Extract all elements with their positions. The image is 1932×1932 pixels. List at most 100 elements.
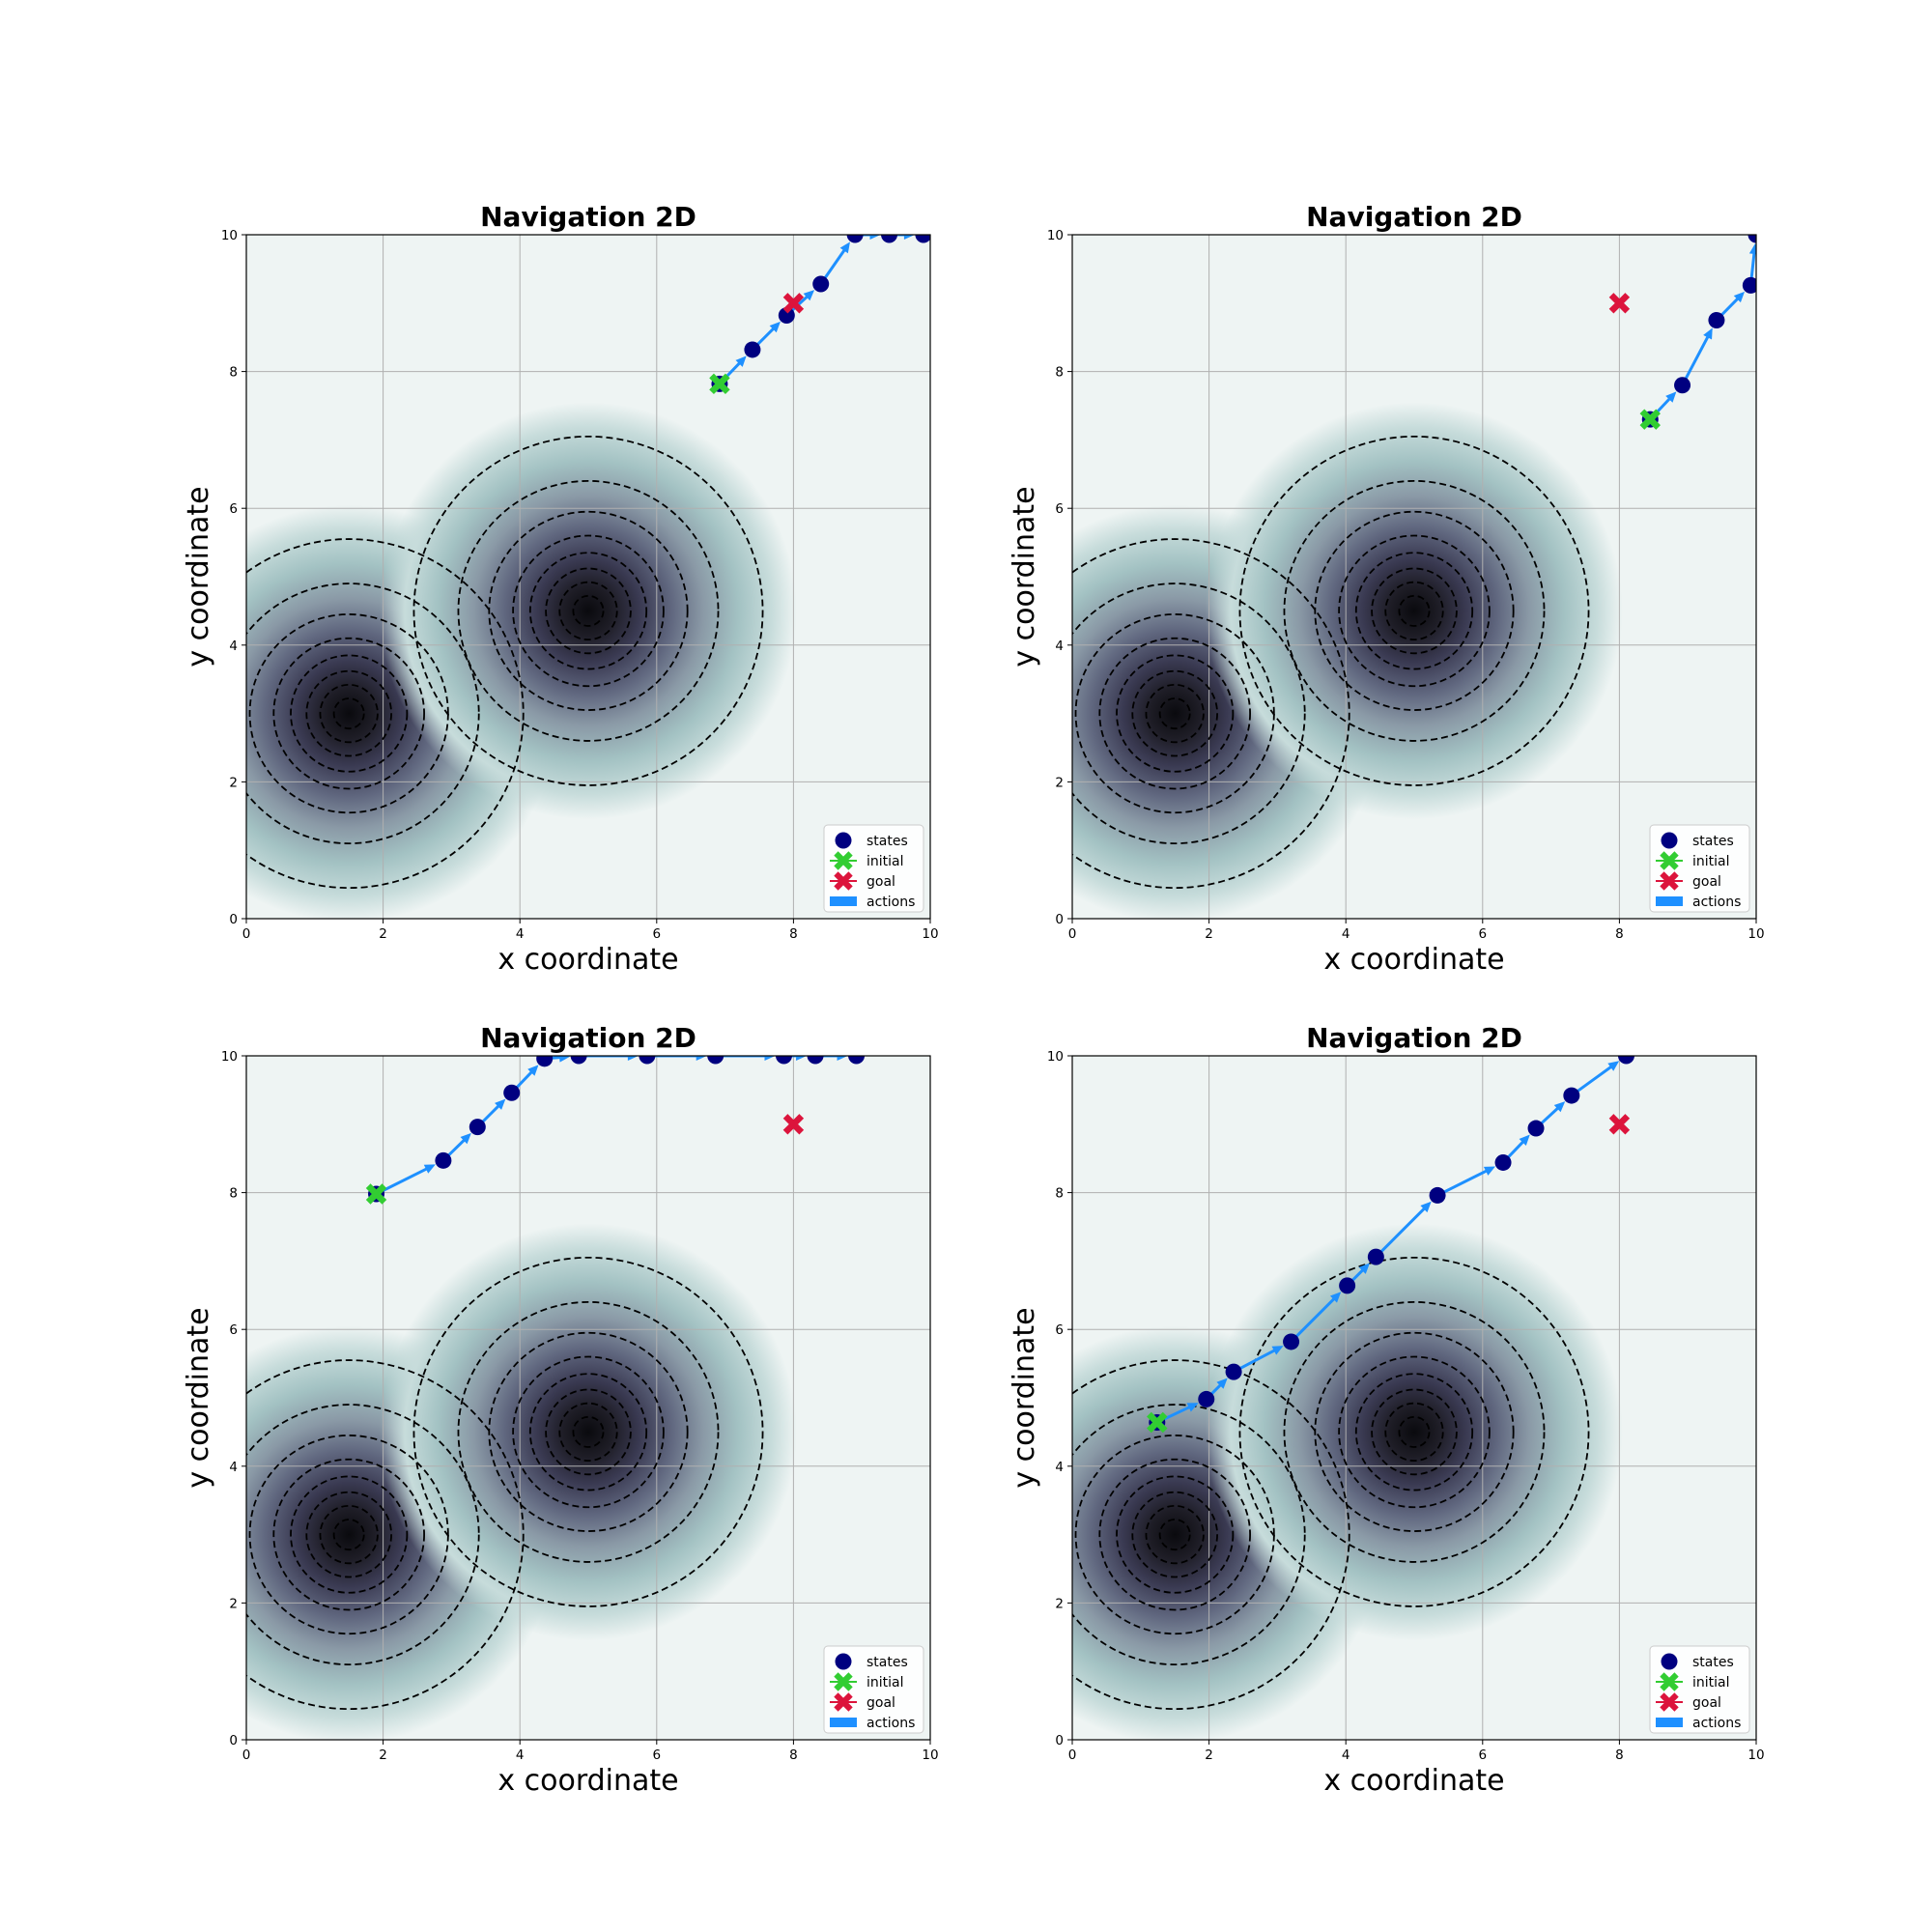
x-tick-label: 4 bbox=[1342, 1747, 1350, 1763]
action-arrow-head bbox=[1748, 242, 1756, 255]
y-axis-label: y coordinate bbox=[182, 486, 215, 667]
legend-goal-marker bbox=[834, 1692, 853, 1712]
legend-actions-marker bbox=[830, 896, 857, 906]
hazard-contour-2 bbox=[488, 510, 689, 711]
plot-frame bbox=[1071, 234, 1757, 920]
action-arrow-head bbox=[627, 1056, 639, 1061]
state-point bbox=[881, 235, 898, 243]
state-point bbox=[1708, 312, 1725, 328]
legend-states-marker bbox=[835, 1653, 852, 1670]
state-point bbox=[807, 1056, 824, 1065]
action-arrow-head bbox=[423, 1164, 436, 1174]
hazard-contour-2 bbox=[1384, 1402, 1444, 1463]
hazard-contour-2 bbox=[457, 1300, 720, 1563]
hazard-contour-2 bbox=[512, 534, 665, 688]
hazard-contour-1 bbox=[272, 1458, 425, 1611]
action-arrow-head bbox=[1703, 327, 1713, 340]
x-axis-label: x coordinate bbox=[1323, 943, 1504, 977]
state-point bbox=[1747, 235, 1756, 243]
hazard-contour-1 bbox=[1116, 654, 1235, 773]
legend-actions-marker bbox=[1656, 1718, 1683, 1727]
legend-initial-marker bbox=[1660, 851, 1679, 870]
state-point bbox=[1674, 377, 1691, 394]
legend-box bbox=[823, 824, 924, 913]
hazard-contour-1 bbox=[332, 1519, 365, 1551]
legend-initial-label: initial bbox=[1692, 854, 1730, 869]
chart-title: Navigation 2D bbox=[480, 201, 696, 233]
hazard-contour-1 bbox=[1072, 1359, 1350, 1710]
hazard-contour-2 bbox=[545, 1388, 632, 1476]
state-point bbox=[775, 1056, 792, 1065]
action-arrow bbox=[1375, 1206, 1428, 1259]
legend: states initial goal actions bbox=[1649, 1645, 1750, 1734]
state-point bbox=[778, 307, 795, 325]
goal-marker bbox=[1608, 293, 1631, 314]
legend-states-label: states bbox=[1692, 1655, 1734, 1670]
action-arrow-head bbox=[1665, 391, 1677, 403]
x-tick-label: 0 bbox=[1068, 1747, 1077, 1763]
hazard-field-2 bbox=[380, 402, 797, 820]
x-axis-label: x coordinate bbox=[497, 1764, 678, 1798]
hazard-contour-2 bbox=[1314, 510, 1515, 711]
y-tick-label: 10 bbox=[221, 228, 238, 243]
action-arrow bbox=[1681, 333, 1711, 386]
y-axis-label: y coordinate bbox=[182, 1307, 215, 1488]
hazard-contour-2 bbox=[1314, 1331, 1515, 1532]
hazard-contour-2 bbox=[1398, 594, 1431, 627]
x-tick-label: 2 bbox=[379, 926, 387, 942]
state-point bbox=[812, 275, 830, 293]
initial-marker bbox=[365, 1183, 387, 1205]
state-point bbox=[503, 1084, 521, 1101]
y-tick-label: 8 bbox=[229, 1186, 238, 1202]
y-tick-label: 10 bbox=[221, 1049, 238, 1065]
hazard-contour-1 bbox=[305, 1491, 392, 1578]
hazard-contour-2 bbox=[558, 1402, 618, 1463]
hazard-contour-1 bbox=[1072, 1404, 1306, 1665]
chart-title: Navigation 2D bbox=[1306, 1022, 1522, 1054]
action-arrow-head bbox=[1358, 1263, 1370, 1274]
hazard-contour-2 bbox=[1238, 1256, 1590, 1607]
action-arrow bbox=[1436, 1168, 1490, 1197]
hazard-contour-2 bbox=[545, 567, 632, 655]
legend-goal-label: goal bbox=[867, 874, 895, 890]
hazard-contour-2 bbox=[572, 594, 605, 627]
state-point bbox=[536, 1056, 554, 1067]
action-arrow-head bbox=[1420, 1201, 1432, 1213]
hazard-contour-1 bbox=[290, 654, 409, 773]
plot-area bbox=[1072, 235, 1756, 919]
plot-frame bbox=[245, 1055, 931, 1741]
plot-frame bbox=[245, 234, 931, 920]
action-arrow bbox=[1290, 1295, 1337, 1344]
x-tick-label: 8 bbox=[1615, 926, 1624, 942]
legend-actions-marker bbox=[830, 1718, 857, 1727]
x-axis-label: x coordinate bbox=[497, 943, 678, 977]
chart-panel-1: 0 2 4 6 8 10 0 2 4 6 8 10 Navigation 2D x coordinate y… bbox=[182, 201, 939, 977]
plot-area bbox=[246, 1056, 930, 1740]
action-arrow-head bbox=[1329, 1292, 1342, 1303]
y-axis-label: y coordinate bbox=[1008, 1307, 1041, 1488]
action-arrow-head bbox=[495, 1098, 506, 1110]
legend-states-marker bbox=[835, 832, 852, 849]
x-tick-label: 6 bbox=[653, 926, 662, 942]
hazard-contour-1 bbox=[1098, 1458, 1251, 1611]
legend: states initial goal actions bbox=[823, 824, 924, 913]
state-point bbox=[1494, 1153, 1512, 1171]
x-tick-label: 10 bbox=[1747, 1747, 1764, 1763]
state-point bbox=[1742, 276, 1756, 294]
action-arrow-head bbox=[1271, 1346, 1284, 1355]
action-arrow-head bbox=[869, 235, 881, 240]
action-arrow-head bbox=[1483, 1166, 1495, 1176]
initial-marker bbox=[709, 373, 730, 395]
x-tick-label: 2 bbox=[1205, 1747, 1213, 1763]
y-tick-label: 2 bbox=[1055, 775, 1064, 790]
x-axis-label: x coordinate bbox=[1323, 1764, 1504, 1798]
y-tick-label: 4 bbox=[1055, 1460, 1064, 1475]
legend-goal-label: goal bbox=[867, 1695, 895, 1711]
state-point bbox=[1527, 1120, 1545, 1137]
legend-box bbox=[1649, 1645, 1750, 1734]
y-tick-label: 0 bbox=[229, 1733, 238, 1748]
hazard-contour-2 bbox=[1371, 1388, 1458, 1476]
chart-panel-2: 0 2 4 6 8 10 0 2 4 6 8 10 Navigation 2D x coordinate y… bbox=[1008, 201, 1765, 977]
y-tick-label: 6 bbox=[1055, 1322, 1064, 1338]
